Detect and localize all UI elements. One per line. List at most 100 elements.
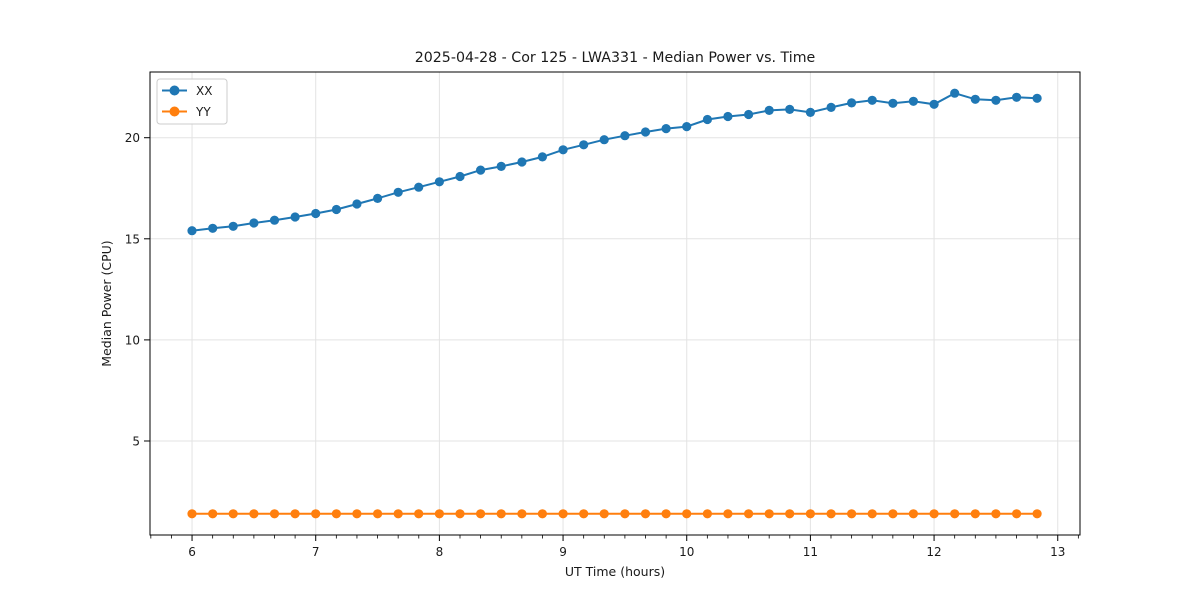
data-point bbox=[867, 95, 877, 105]
data-point bbox=[744, 509, 754, 519]
data-point bbox=[723, 509, 733, 519]
data-point bbox=[331, 509, 341, 519]
legend-box bbox=[156, 78, 228, 125]
data-point bbox=[249, 218, 259, 228]
data-point bbox=[434, 509, 444, 519]
data-point bbox=[187, 509, 197, 519]
data-point bbox=[208, 509, 218, 519]
data-point bbox=[805, 509, 816, 519]
data-point bbox=[579, 140, 589, 150]
data-point bbox=[744, 109, 754, 120]
x-tick-label: 12 bbox=[926, 545, 941, 559]
data-point bbox=[269, 215, 280, 225]
data-point bbox=[228, 509, 238, 519]
data-point bbox=[352, 199, 362, 209]
data-point bbox=[826, 509, 836, 519]
y-axis-label: Median Power (CPU) bbox=[99, 240, 114, 366]
data-point bbox=[661, 509, 671, 519]
x-axis-label: UT Time (hours) bbox=[565, 564, 665, 579]
data-point bbox=[723, 111, 733, 122]
data-point bbox=[888, 98, 898, 108]
data-series bbox=[187, 88, 1042, 519]
data-point bbox=[950, 509, 960, 519]
legend-marker bbox=[169, 106, 180, 117]
x-tick-label: 8 bbox=[436, 545, 444, 559]
data-point bbox=[269, 509, 280, 519]
data-point bbox=[640, 127, 651, 137]
data-point bbox=[682, 509, 692, 519]
legend-label: XX bbox=[196, 84, 212, 98]
x-tick-label: 6 bbox=[188, 545, 196, 559]
data-point bbox=[414, 509, 424, 519]
data-point bbox=[249, 509, 259, 519]
x-tick-label: 7 bbox=[312, 545, 320, 559]
data-point bbox=[1012, 92, 1022, 102]
data-point bbox=[517, 157, 527, 167]
data-point bbox=[476, 165, 486, 175]
y-tick-label: 15 bbox=[125, 232, 140, 246]
plot-border bbox=[149, 71, 1081, 536]
chart-title: 2025-04-28 - Cor 125 - LWA331 - Median P… bbox=[415, 50, 816, 66]
data-point bbox=[785, 104, 795, 114]
data-point bbox=[476, 509, 486, 519]
data-point bbox=[1012, 509, 1022, 519]
x-tick-label: 11 bbox=[803, 545, 818, 559]
gridlines bbox=[150, 72, 1080, 535]
data-point bbox=[764, 105, 774, 115]
data-point bbox=[331, 204, 341, 215]
series-XX bbox=[187, 88, 1042, 236]
y-tick-label: 10 bbox=[125, 333, 140, 347]
data-point bbox=[888, 509, 898, 519]
data-point bbox=[579, 509, 589, 519]
y-tick-label: 5 bbox=[132, 434, 140, 448]
data-point bbox=[496, 509, 506, 519]
data-point bbox=[785, 509, 795, 519]
data-point bbox=[208, 223, 218, 233]
data-point bbox=[847, 509, 857, 519]
data-point bbox=[311, 509, 321, 519]
data-point bbox=[414, 182, 424, 192]
data-point bbox=[558, 509, 568, 519]
data-point bbox=[496, 161, 506, 171]
x-tick-label: 9 bbox=[559, 545, 567, 559]
data-point bbox=[455, 171, 465, 182]
data-point bbox=[661, 124, 671, 134]
series-YY bbox=[187, 509, 1042, 519]
data-point bbox=[311, 208, 321, 219]
data-point bbox=[434, 177, 444, 187]
data-point bbox=[1032, 93, 1042, 103]
data-point bbox=[908, 96, 919, 106]
data-point bbox=[455, 509, 465, 519]
data-point bbox=[847, 98, 857, 108]
data-point bbox=[228, 221, 238, 231]
data-point bbox=[702, 509, 713, 519]
data-point bbox=[537, 152, 548, 162]
data-point bbox=[290, 212, 300, 222]
data-point bbox=[393, 509, 403, 519]
data-point bbox=[867, 509, 877, 519]
data-point bbox=[187, 226, 197, 236]
y-tick-label: 20 bbox=[125, 131, 140, 145]
legend: XX YY bbox=[156, 78, 228, 125]
data-point bbox=[352, 509, 362, 519]
legend-marker bbox=[169, 85, 180, 96]
data-point bbox=[620, 131, 630, 141]
data-point bbox=[908, 509, 919, 519]
x-tick-label: 10 bbox=[679, 545, 694, 559]
data-point bbox=[764, 509, 774, 519]
data-point bbox=[393, 187, 403, 197]
legend-item-YY: YY bbox=[162, 105, 211, 119]
data-point bbox=[702, 114, 713, 125]
data-point bbox=[373, 193, 383, 203]
data-point bbox=[682, 122, 692, 132]
data-point bbox=[929, 99, 939, 109]
data-point bbox=[950, 88, 960, 98]
legend-item-XX: XX bbox=[162, 84, 212, 98]
data-point bbox=[373, 509, 383, 519]
data-point bbox=[599, 135, 609, 145]
data-point bbox=[970, 94, 980, 104]
data-point bbox=[599, 509, 609, 519]
data-point bbox=[517, 509, 527, 519]
